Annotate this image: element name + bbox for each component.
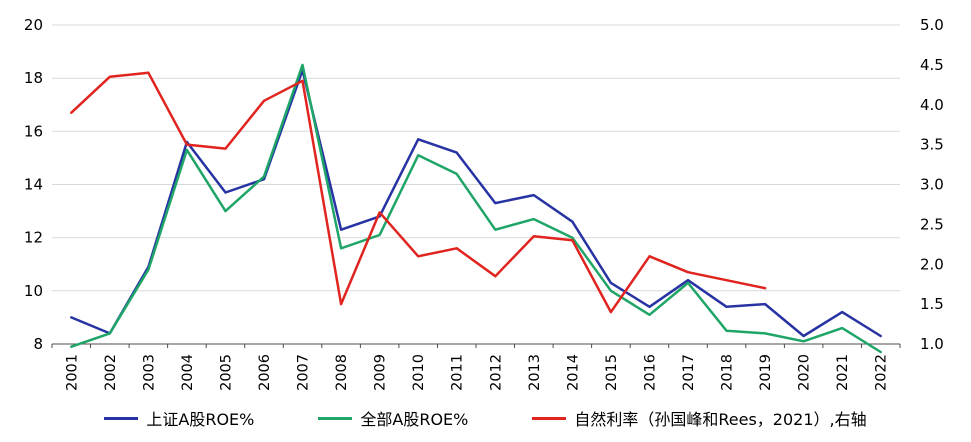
svg-text:2016: 2016 bbox=[643, 354, 659, 391]
svg-text:1.5: 1.5 bbox=[920, 295, 944, 313]
chart-svg: 20181614121085.04.54.03.53.02.52.01.51.0… bbox=[24, 16, 944, 391]
svg-text:16: 16 bbox=[24, 122, 43, 140]
legend-item-all-a-roe: 全部A股ROE% bbox=[318, 406, 468, 430]
svg-text:3.0: 3.0 bbox=[920, 176, 944, 194]
legend-item-natural-rate: 自然利率（孙国峰和Rees，2021）,右轴 bbox=[532, 406, 867, 430]
svg-text:3.5: 3.5 bbox=[920, 136, 944, 154]
svg-text:12: 12 bbox=[24, 229, 43, 247]
svg-text:2004: 2004 bbox=[180, 354, 196, 391]
svg-text:18: 18 bbox=[24, 69, 43, 87]
svg-text:2.0: 2.0 bbox=[920, 255, 944, 273]
svg-text:2018: 2018 bbox=[720, 354, 736, 391]
svg-text:2020: 2020 bbox=[797, 354, 813, 391]
svg-text:2013: 2013 bbox=[527, 354, 543, 391]
legend-item-shanghai-a-roe: 上证A股ROE% bbox=[104, 406, 254, 430]
svg-text:2005: 2005 bbox=[219, 354, 235, 391]
svg-text:2015: 2015 bbox=[604, 354, 620, 391]
svg-text:5.0: 5.0 bbox=[920, 16, 944, 34]
legend-line-swatch bbox=[104, 416, 139, 420]
svg-text:2022: 2022 bbox=[874, 354, 890, 391]
svg-text:2006: 2006 bbox=[257, 354, 273, 391]
svg-text:4.0: 4.0 bbox=[920, 96, 944, 114]
svg-text:8: 8 bbox=[33, 335, 43, 353]
legend-label: 全部A股ROE% bbox=[360, 410, 469, 429]
svg-text:1.0: 1.0 bbox=[920, 335, 944, 353]
svg-text:10: 10 bbox=[24, 282, 43, 300]
svg-text:2007: 2007 bbox=[296, 354, 312, 391]
svg-text:2011: 2011 bbox=[450, 354, 466, 391]
svg-text:2003: 2003 bbox=[141, 354, 157, 391]
svg-text:2.5: 2.5 bbox=[920, 215, 944, 233]
svg-text:2008: 2008 bbox=[334, 354, 350, 391]
legend-line-swatch bbox=[532, 416, 567, 420]
svg-text:20: 20 bbox=[24, 16, 43, 34]
svg-text:2019: 2019 bbox=[758, 354, 774, 391]
chart-legend: 上证A股ROE% 全部A股ROE% 自然利率（孙国峰和Rees，2021）,右轴 bbox=[0, 398, 971, 438]
legend-label: 自然利率（孙国峰和Rees，2021）,右轴 bbox=[574, 410, 867, 429]
svg-text:2012: 2012 bbox=[488, 354, 504, 391]
svg-text:2014: 2014 bbox=[565, 354, 581, 391]
svg-text:2010: 2010 bbox=[411, 354, 427, 391]
svg-text:4.5: 4.5 bbox=[920, 56, 944, 74]
legend-line-swatch bbox=[318, 416, 353, 420]
svg-text:2001: 2001 bbox=[64, 354, 80, 391]
svg-text:2021: 2021 bbox=[835, 354, 851, 391]
svg-text:2009: 2009 bbox=[373, 354, 389, 391]
svg-text:14: 14 bbox=[24, 176, 43, 194]
svg-text:2017: 2017 bbox=[681, 354, 697, 391]
svg-text:2002: 2002 bbox=[103, 354, 119, 391]
legend-label: 上证A股ROE% bbox=[146, 410, 255, 429]
